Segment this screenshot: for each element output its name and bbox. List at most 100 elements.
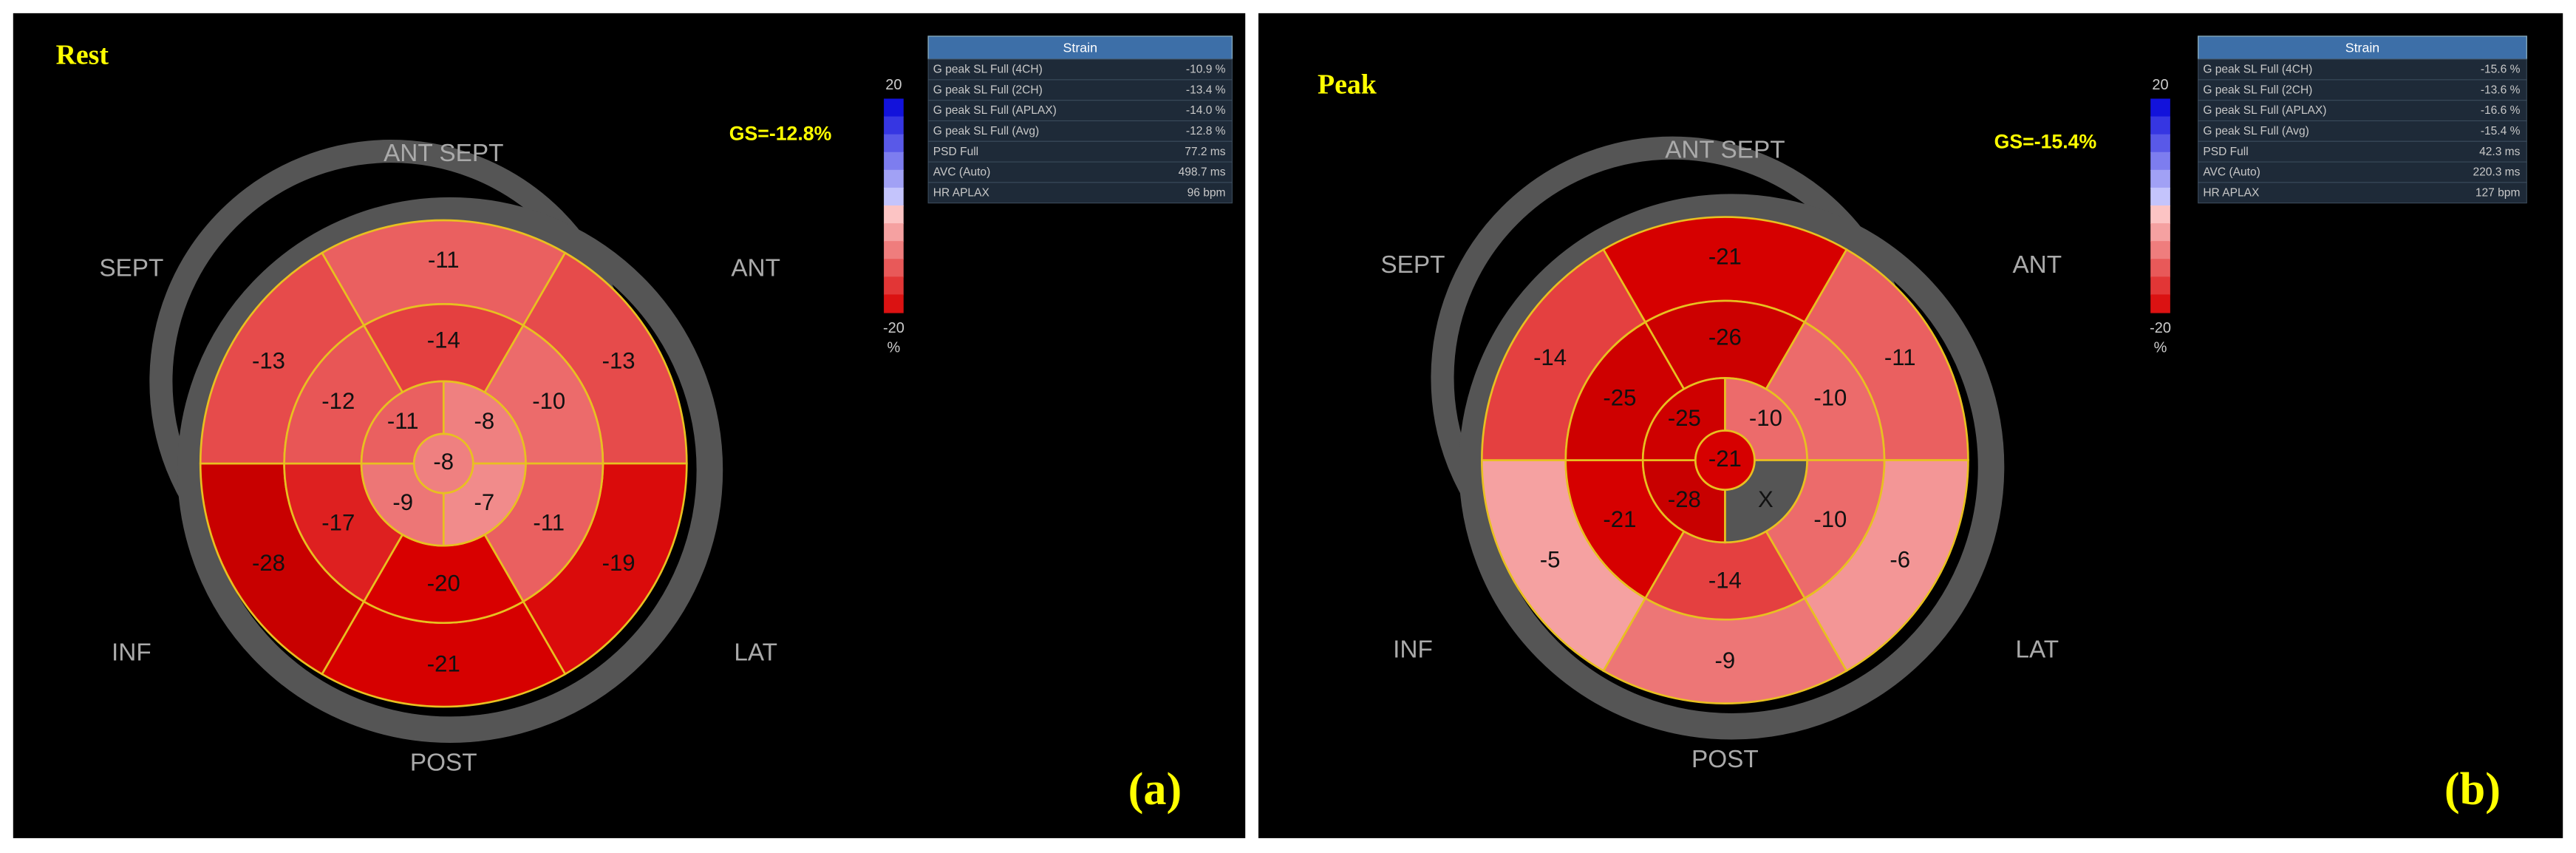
strain-table-title: Strain (1063, 40, 1097, 55)
color-scale-step (2150, 205, 2170, 225)
color-scale-step (2150, 134, 2170, 153)
global-strain: GS=-15.4% (1994, 131, 2097, 153)
segment-value: -11 (1884, 344, 1916, 370)
wall-label: POST (410, 750, 477, 777)
strain-table-row (2198, 120, 2527, 142)
strain-table-label: G peak SL Full (2CH) (933, 84, 1043, 96)
ring-outline (177, 197, 723, 743)
segment-value: -13 (602, 348, 636, 374)
strain-table-title: Strain (2345, 40, 2379, 55)
strain-table-row (927, 100, 1233, 122)
wall-label: INF (1393, 636, 1433, 663)
strain-table-row (927, 161, 1233, 183)
strain-table-row (927, 140, 1233, 163)
segment-value: -7 (474, 489, 494, 515)
segment-value: -11 (428, 247, 460, 273)
scale-unit: % (887, 340, 901, 356)
segment-value: -8 (433, 449, 454, 475)
segment-value: -19 (602, 550, 636, 576)
strain-table-value: -15.4 % (2481, 125, 2521, 137)
segment-value: -11 (387, 408, 419, 434)
segment-value: -14 (1708, 567, 1742, 593)
color-scale-step (884, 187, 904, 207)
strain-table-row (2198, 58, 2527, 81)
strain-table-row (927, 120, 1233, 142)
segment-value: -28 (1668, 486, 1701, 512)
wall-label: SEPT (99, 254, 163, 282)
strain-table-label: AVC (Auto) (2203, 166, 2260, 179)
strain-table-header (2197, 35, 2527, 60)
strain-table-row (927, 182, 1233, 204)
panel: -21 -11 -6 -9 -5 -14 -26 -10 -10 -14 -21 -25 -10 X -28… (1258, 13, 2563, 838)
color-scale-step (884, 169, 904, 189)
color-scale-step (2150, 187, 2170, 207)
segment-value: -5 (1540, 547, 1561, 573)
color-scale-step (884, 294, 904, 313)
color-scale-step (2150, 223, 2170, 242)
ring-outline (1459, 194, 2005, 740)
segment-value: -20 (427, 571, 460, 597)
strain-table-label: G peak SL Full (APLAX) (933, 104, 1057, 117)
color-scale-step (884, 116, 904, 135)
strain-table-label: G peak SL Full (4CH) (2203, 64, 2312, 76)
strain-table-row (2198, 140, 2527, 163)
color-scale-step (2150, 294, 2170, 313)
color-scale-step (884, 205, 904, 225)
strain-table-label: HR APLAX (2203, 186, 2260, 199)
segment-value: -9 (392, 489, 413, 515)
panel-title: Rest (56, 40, 109, 71)
color-scale-step (884, 134, 904, 153)
segment-value: -10 (1813, 506, 1847, 532)
strain-table-value: 42.3 ms (2479, 146, 2521, 158)
apex-segment (412, 432, 474, 495)
segment-value: -25 (1668, 405, 1701, 431)
segment-value: -8 (474, 408, 494, 434)
color-scale-step (884, 223, 904, 242)
strain-table-label: G peak SL Full (2CH) (2203, 84, 2312, 96)
strain-table-value: -15.6 % (2481, 64, 2521, 76)
segment-value: -21 (1603, 506, 1636, 532)
strain-table-value: -12.8 % (1186, 125, 1226, 137)
strain-table-label: G peak SL Full (Avg) (933, 125, 1039, 137)
segment-value: -14 (427, 327, 460, 353)
segment-value: -28 (252, 550, 285, 576)
color-scale-step (884, 276, 904, 296)
strain-table-row (927, 79, 1233, 101)
color-scale-step (884, 259, 904, 278)
color-scale-step (2150, 169, 2170, 189)
color-scale-step (884, 152, 904, 171)
figure-label: (a) (1128, 764, 1182, 815)
strain-table-row (2198, 161, 2527, 183)
segment-value: -13 (252, 348, 285, 374)
segment-value: -10 (1813, 385, 1847, 411)
scale-max: 20 (2152, 77, 2168, 93)
segment-value: -6 (1890, 547, 1910, 573)
scale-min: -20 (2150, 320, 2171, 336)
strain-table-row (927, 58, 1233, 81)
panel-title: Peak (1318, 69, 1377, 101)
color-scale-step (2150, 116, 2170, 135)
strain-table-value: 127 bpm (2476, 186, 2521, 199)
wall-label: INF (112, 639, 151, 667)
segment-value: -10 (1749, 405, 1782, 431)
global-strain: GS=-12.8% (729, 122, 832, 144)
figure-label: (b) (2444, 764, 2501, 815)
strain-table-label: AVC (Auto) (933, 166, 990, 179)
segment-value: -17 (321, 510, 355, 536)
strain-table-label: G peak SL Full (APLAX) (2203, 104, 2326, 117)
strain-table-value: -13.6 % (2481, 84, 2521, 96)
wall-label: LAT (734, 639, 777, 667)
wall-label: ANT SEPT (1665, 136, 1785, 163)
wall-label: ANT (731, 254, 780, 282)
wall-label: SEPT (1380, 251, 1445, 279)
segment-value: -11 (533, 510, 565, 536)
strain-table-row (2198, 100, 2527, 122)
strain-table-value: -14.0 % (1186, 104, 1226, 117)
strain-table-row (2198, 182, 2527, 204)
color-scale-step (884, 241, 904, 260)
strain-table-label: G peak SL Full (Avg) (2203, 125, 2308, 137)
color-scale-step (2150, 241, 2170, 260)
strain-table-value: 220.3 ms (2473, 166, 2520, 179)
